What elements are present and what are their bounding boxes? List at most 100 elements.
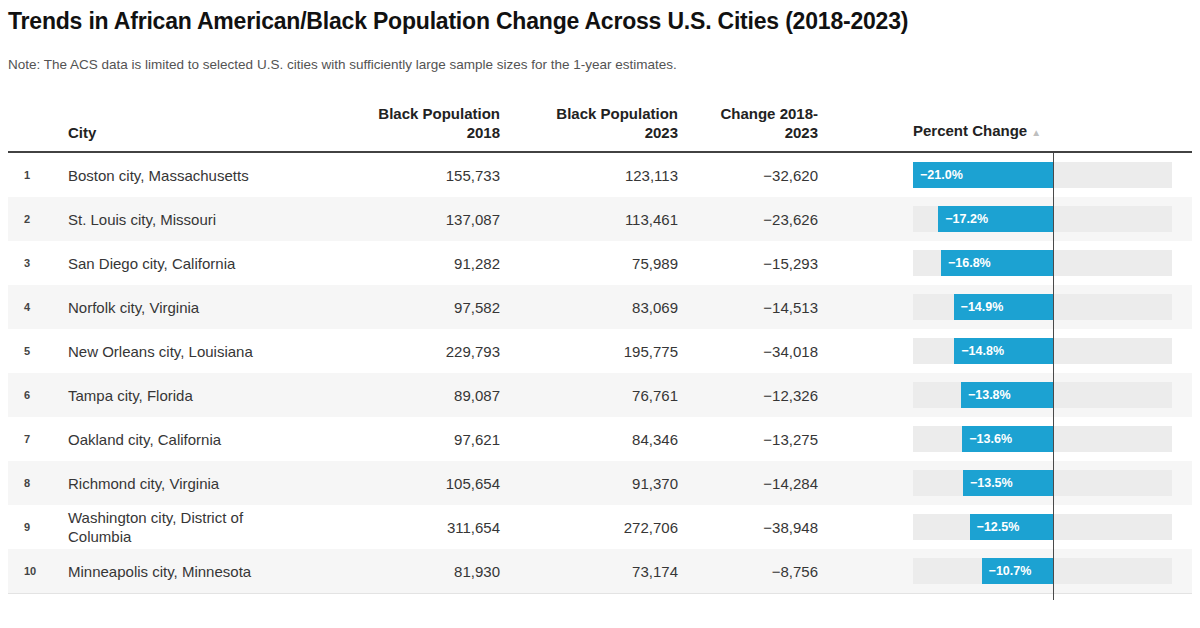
row-rank: 8 (8, 477, 68, 489)
table-row: 9 Washington city, District of Columbia … (8, 505, 1192, 549)
row-change-2018-2023: −13,275 (678, 431, 818, 448)
bar-value-label: −16.8% (941, 250, 1053, 276)
chart-note: Note: The ACS data is limited to selecte… (8, 56, 1192, 73)
row-city: St. Louis city, Missouri (68, 210, 308, 229)
col-header-black-population-2018[interactable]: Black Population2018 (308, 104, 500, 142)
row-city: Oakland city, California (68, 430, 308, 449)
col-header-city[interactable]: City (68, 123, 308, 142)
chart-card: Trends in African American/Black Populat… (0, 0, 1200, 594)
percent-change-bar: −14.8% (954, 338, 1053, 364)
percent-change-bar: −21.0% (913, 162, 1053, 188)
bar-value-label: −21.0% (913, 162, 1053, 188)
row-city: New Orleans city, Louisiana (68, 342, 308, 361)
col-header-label: Percent Change (913, 122, 1027, 139)
percent-change-bar: −14.9% (954, 294, 1053, 320)
bar-track: −17.2% (913, 206, 1172, 232)
row-black-population-2018: 97,582 (308, 299, 500, 316)
table-row: 1 Boston city, Massachusetts 155,733 123… (8, 153, 1192, 197)
percent-change-bar: −10.7% (982, 558, 1053, 584)
table-row: 6 Tampa city, Florida 89,087 76,761 −12,… (8, 373, 1192, 417)
bar-track: −16.8% (913, 250, 1172, 276)
row-city: Norfolk city, Virginia (68, 298, 308, 317)
row-percent-change-cell: −14.9% (818, 294, 1192, 320)
bar-track: −14.9% (913, 294, 1172, 320)
bar-value-label: −10.7% (982, 558, 1053, 584)
population-table: City Black Population2018 Black Populati… (8, 95, 1192, 594)
row-rank: 3 (8, 257, 68, 269)
row-black-population-2023: 123,113 (500, 167, 678, 184)
row-rank: 5 (8, 345, 68, 357)
percent-change-bar: −13.6% (962, 426, 1053, 452)
row-rank: 7 (8, 433, 68, 445)
bar-track: −12.5% (913, 514, 1172, 540)
row-change-2018-2023: −34,018 (678, 343, 818, 360)
percent-change-bar: −13.5% (963, 470, 1053, 496)
row-percent-change-cell: −21.0% (818, 162, 1192, 188)
row-percent-change-cell: −12.5% (818, 514, 1192, 540)
bar-track: −13.5% (913, 470, 1172, 496)
row-rank: 2 (8, 213, 68, 225)
col-header-change-2018-2023[interactable]: Change 2018-2023 (678, 104, 818, 142)
row-percent-change-cell: −13.6% (818, 426, 1192, 452)
col-header-line: Black Population (556, 105, 678, 122)
row-black-population-2023: 113,461 (500, 211, 678, 228)
row-percent-change-cell: −16.8% (818, 250, 1192, 276)
page-title: Trends in African American/Black Populat… (8, 6, 1192, 36)
table-body: 1 Boston city, Massachusetts 155,733 123… (8, 153, 1192, 594)
percent-change-bar: −13.8% (961, 382, 1053, 408)
row-percent-change-cell: −13.8% (818, 382, 1192, 408)
table-row: 4 Norfolk city, Virginia 97,582 83,069 −… (8, 285, 1192, 329)
row-black-population-2018: 229,793 (308, 343, 500, 360)
col-header-line: 2023 (785, 124, 818, 141)
col-header-line: Black Population (378, 105, 500, 122)
row-black-population-2023: 76,761 (500, 387, 678, 404)
row-city: San Diego city, California (68, 254, 308, 273)
row-percent-change-cell: −10.7% (818, 558, 1192, 584)
percent-change-bar: −12.5% (970, 514, 1053, 540)
table-row: 10 Minneapolis city, Minnesota 81,930 73… (8, 549, 1192, 593)
row-change-2018-2023: −12,326 (678, 387, 818, 404)
table-header-row: City Black Population2018 Black Populati… (8, 95, 1192, 153)
bar-track: −10.7% (913, 558, 1172, 584)
row-change-2018-2023: −8,756 (678, 563, 818, 580)
table-row: 3 San Diego city, California 91,282 75,9… (8, 241, 1192, 285)
col-header-black-population-2023[interactable]: Black Population2023 (500, 104, 678, 142)
row-black-population-2023: 84,346 (500, 431, 678, 448)
row-city: Boston city, Massachusetts (68, 166, 308, 185)
row-change-2018-2023: −14,513 (678, 299, 818, 316)
row-black-population-2018: 155,733 (308, 167, 500, 184)
bar-value-label: −13.5% (963, 470, 1053, 496)
bar-value-label: −14.8% (954, 338, 1053, 364)
bar-value-label: −12.5% (970, 514, 1053, 540)
percent-change-bar: −17.2% (938, 206, 1053, 232)
row-rank: 9 (8, 521, 68, 533)
row-city: Tampa city, Florida (68, 386, 308, 405)
row-black-population-2023: 195,775 (500, 343, 678, 360)
row-black-population-2023: 73,174 (500, 563, 678, 580)
col-header-percent-change[interactable]: Percent Change▲ (818, 121, 1192, 142)
percent-change-bar: −16.8% (941, 250, 1053, 276)
row-city: Washington city, District of Columbia (68, 508, 308, 546)
row-percent-change-cell: −14.8% (818, 338, 1192, 364)
row-black-population-2018: 105,654 (308, 475, 500, 492)
bar-track: −13.6% (913, 426, 1172, 452)
row-black-population-2018: 81,930 (308, 563, 500, 580)
bar-track: −13.8% (913, 382, 1172, 408)
bar-value-label: −17.2% (938, 206, 1053, 232)
table-row: 5 New Orleans city, Louisiana 229,793 19… (8, 329, 1192, 373)
row-change-2018-2023: −15,293 (678, 255, 818, 272)
row-city: Minneapolis city, Minnesota (68, 562, 308, 581)
bar-value-label: −13.8% (961, 382, 1053, 408)
table-row: 8 Richmond city, Virginia 105,654 91,370… (8, 461, 1192, 505)
row-rank: 10 (8, 565, 68, 577)
row-change-2018-2023: −38,948 (678, 519, 818, 536)
table-row: 7 Oakland city, California 97,621 84,346… (8, 417, 1192, 461)
row-rank: 6 (8, 389, 68, 401)
zero-axis-line (1053, 153, 1054, 600)
row-black-population-2023: 91,370 (500, 475, 678, 492)
row-change-2018-2023: −23,626 (678, 211, 818, 228)
row-change-2018-2023: −32,620 (678, 167, 818, 184)
row-rank: 4 (8, 301, 68, 313)
row-black-population-2018: 97,621 (308, 431, 500, 448)
row-percent-change-cell: −17.2% (818, 206, 1192, 232)
